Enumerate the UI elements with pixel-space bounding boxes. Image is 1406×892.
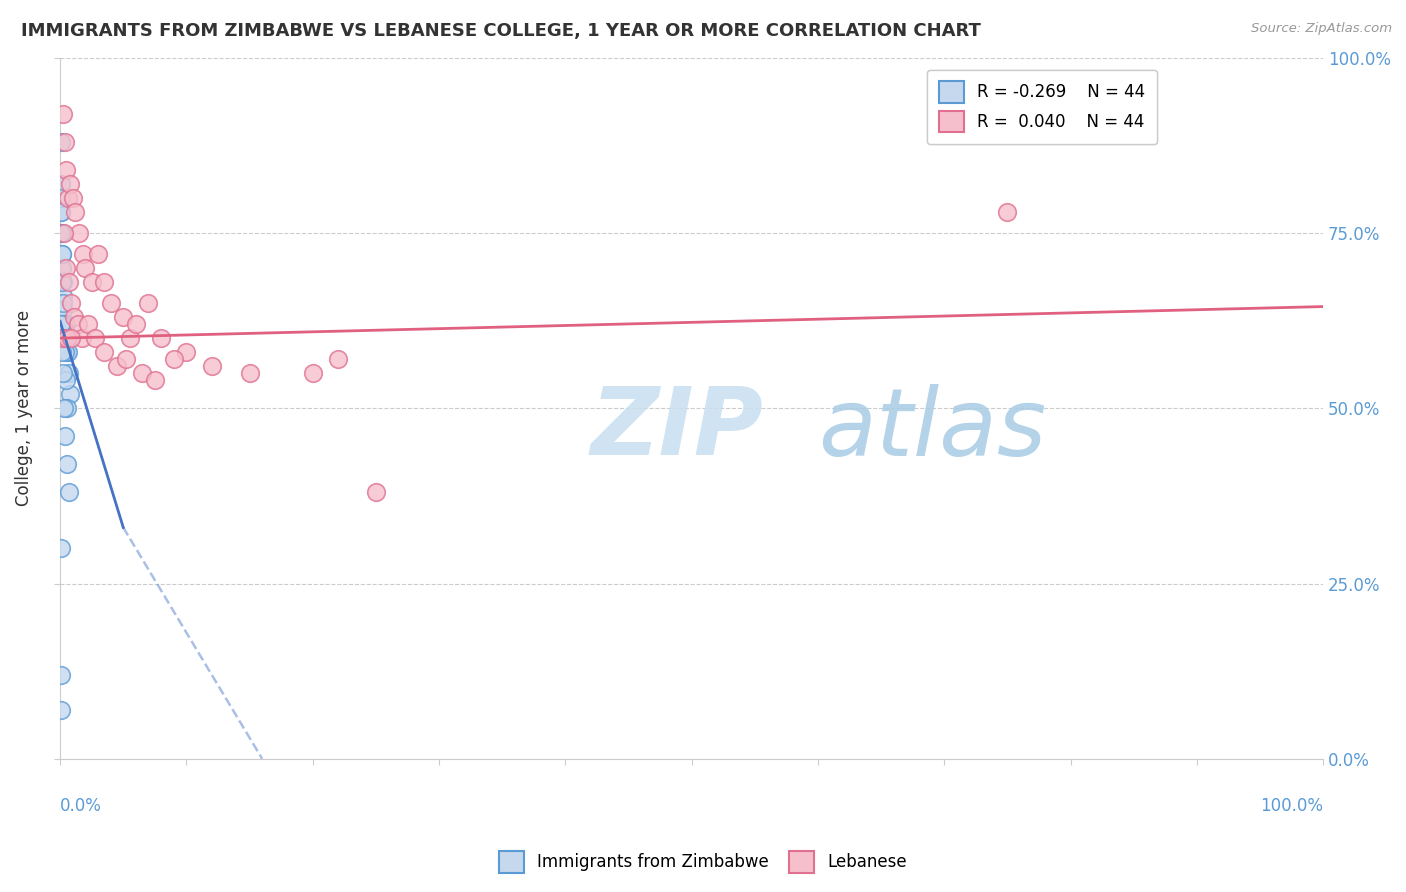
Point	[49, 667, 72, 681]
Point	[51, 247, 73, 261]
Point	[56, 345, 79, 359]
Point	[93, 275, 115, 289]
Text: IMMIGRANTS FROM ZIMBABWE VS LEBANESE COLLEGE, 1 YEAR OR MORE CORRELATION CHART: IMMIGRANTS FROM ZIMBABWE VS LEBANESE COL…	[21, 22, 981, 40]
Point	[55, 162, 77, 177]
Text: 100.0%: 100.0%	[1260, 797, 1323, 815]
Point	[53, 345, 76, 359]
Point	[66, 317, 89, 331]
Point	[72, 247, 94, 261]
Point	[143, 373, 166, 387]
Point	[52, 317, 75, 331]
Point	[75, 260, 97, 275]
Point	[84, 331, 107, 345]
Point	[100, 296, 122, 310]
Y-axis label: College, 1 year or more: College, 1 year or more	[15, 310, 32, 507]
Point	[60, 296, 83, 310]
Point	[51, 275, 73, 289]
Text: 0.0%: 0.0%	[60, 797, 103, 815]
Point	[58, 345, 80, 359]
Legend: Immigrants from Zimbabwe, Lebanese: Immigrants from Zimbabwe, Lebanese	[492, 845, 914, 880]
Point	[76, 317, 98, 331]
Point	[80, 275, 103, 289]
Point	[56, 331, 79, 345]
Point	[51, 226, 73, 240]
Point	[51, 226, 73, 240]
Point	[52, 366, 75, 380]
Point	[70, 331, 93, 345]
Point	[51, 345, 73, 359]
Point	[118, 331, 141, 345]
Point	[87, 247, 110, 261]
Point	[49, 331, 72, 345]
Point	[138, 296, 160, 310]
Point	[112, 310, 135, 324]
Point	[51, 317, 73, 331]
Point	[55, 260, 77, 275]
Point	[58, 366, 80, 380]
Point	[58, 275, 80, 289]
Point	[51, 247, 73, 261]
Point	[59, 331, 82, 345]
Legend: R = -0.269    N = 44, R =  0.040    N = 44: R = -0.269 N = 44, R = 0.040 N = 44	[927, 70, 1157, 144]
Point	[56, 191, 79, 205]
Point	[51, 205, 73, 219]
Point	[59, 177, 82, 191]
Point	[49, 205, 72, 219]
Point	[56, 458, 79, 472]
Point	[995, 205, 1018, 219]
Text: ZIP: ZIP	[591, 384, 763, 475]
Point	[55, 317, 77, 331]
Point	[238, 366, 260, 380]
Point	[53, 401, 76, 416]
Point	[51, 331, 73, 345]
Point	[52, 331, 75, 345]
Point	[201, 359, 224, 373]
Point	[56, 331, 79, 345]
Point	[176, 345, 198, 359]
Point	[52, 226, 75, 240]
Point	[125, 317, 148, 331]
Point	[114, 352, 136, 367]
Point	[93, 345, 115, 359]
Point	[52, 289, 75, 303]
Point	[55, 373, 77, 387]
Point	[55, 331, 77, 345]
Point	[55, 429, 77, 443]
Point	[59, 387, 82, 401]
Point	[51, 703, 73, 717]
Point	[53, 135, 76, 149]
Point	[105, 359, 128, 373]
Point	[56, 401, 79, 416]
Point	[53, 331, 76, 345]
Point	[67, 226, 90, 240]
Point	[49, 135, 72, 149]
Point	[52, 331, 75, 345]
Text: atlas: atlas	[818, 384, 1046, 475]
Point	[49, 191, 72, 205]
Point	[58, 485, 80, 500]
Point	[49, 541, 72, 556]
Point	[51, 260, 73, 275]
Point	[63, 310, 86, 324]
Point	[131, 366, 153, 380]
Point	[53, 317, 76, 331]
Point	[52, 317, 75, 331]
Point	[52, 275, 75, 289]
Point	[301, 366, 323, 380]
Point	[326, 352, 349, 367]
Point	[49, 331, 72, 345]
Text: Source: ZipAtlas.com: Source: ZipAtlas.com	[1251, 22, 1392, 36]
Point	[163, 352, 186, 367]
Point	[62, 191, 84, 205]
Point	[150, 331, 173, 345]
Point	[364, 485, 387, 500]
Point	[49, 177, 72, 191]
Point	[52, 107, 75, 121]
Point	[52, 303, 75, 318]
Point	[49, 317, 72, 331]
Point	[52, 296, 75, 310]
Point	[65, 205, 87, 219]
